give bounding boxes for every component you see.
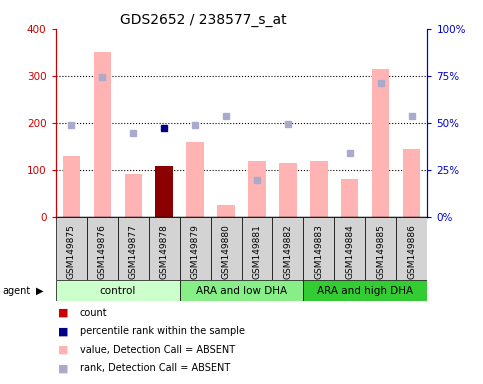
Text: percentile rank within the sample: percentile rank within the sample — [80, 326, 245, 336]
Bar — [311, 161, 327, 217]
Text: GSM149884: GSM149884 — [345, 225, 355, 279]
Text: GSM149886: GSM149886 — [408, 225, 416, 280]
Text: GSM149883: GSM149883 — [314, 225, 324, 280]
Bar — [303, 217, 334, 280]
Bar — [186, 142, 203, 217]
Bar — [366, 217, 397, 280]
Bar — [156, 166, 172, 217]
Text: GDS2652 / 238577_s_at: GDS2652 / 238577_s_at — [120, 13, 286, 27]
Bar — [341, 179, 358, 217]
Text: GSM149879: GSM149879 — [190, 225, 199, 280]
Text: GSM149881: GSM149881 — [253, 225, 261, 280]
Bar — [56, 280, 180, 301]
Text: ARA and high DHA: ARA and high DHA — [317, 286, 413, 296]
Text: ■: ■ — [58, 326, 69, 336]
Bar — [397, 217, 427, 280]
Text: ARA and low DHA: ARA and low DHA — [196, 286, 287, 296]
Bar — [403, 149, 421, 217]
Bar — [211, 217, 242, 280]
Bar — [280, 163, 297, 217]
Text: count: count — [80, 308, 107, 318]
Text: ■: ■ — [58, 345, 69, 355]
Bar — [94, 52, 111, 217]
Bar — [56, 217, 86, 280]
Bar — [303, 280, 427, 301]
Bar — [248, 161, 266, 217]
Bar — [62, 156, 80, 217]
Bar — [334, 217, 366, 280]
Text: GSM149882: GSM149882 — [284, 225, 293, 279]
Text: GSM149877: GSM149877 — [128, 225, 138, 280]
Bar — [180, 280, 303, 301]
Text: GSM149880: GSM149880 — [222, 225, 230, 280]
Bar — [149, 217, 180, 280]
Bar — [125, 174, 142, 217]
Bar — [372, 69, 389, 217]
Bar — [180, 217, 211, 280]
Text: ■: ■ — [58, 363, 69, 373]
Text: ■: ■ — [58, 308, 69, 318]
Text: rank, Detection Call = ABSENT: rank, Detection Call = ABSENT — [80, 363, 230, 373]
Bar — [86, 217, 117, 280]
Bar — [217, 205, 235, 217]
Text: GSM149875: GSM149875 — [67, 225, 75, 280]
Text: ▶: ▶ — [36, 286, 44, 296]
Bar — [242, 217, 272, 280]
Bar — [117, 217, 149, 280]
Text: GSM149876: GSM149876 — [98, 225, 107, 280]
Text: control: control — [99, 286, 136, 296]
Text: GSM149878: GSM149878 — [159, 225, 169, 280]
Text: GSM149885: GSM149885 — [376, 225, 385, 280]
Bar — [272, 217, 303, 280]
Text: value, Detection Call = ABSENT: value, Detection Call = ABSENT — [80, 345, 235, 355]
Text: agent: agent — [2, 286, 30, 296]
